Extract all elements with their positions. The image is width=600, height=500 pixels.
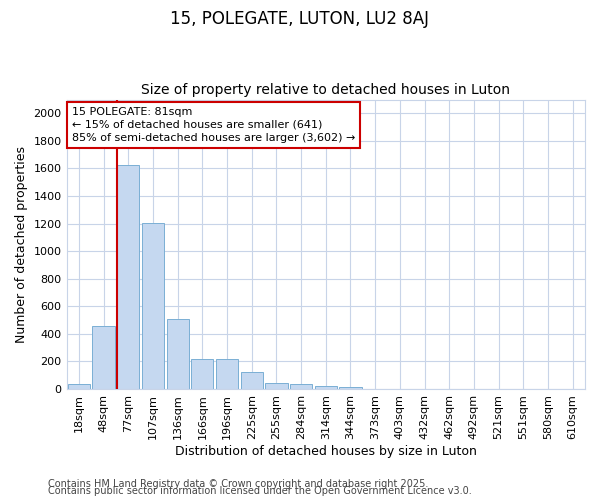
Bar [117,165,139,389]
Bar [314,386,337,389]
Bar [92,326,115,389]
Bar [142,223,164,389]
Bar [241,372,263,389]
Bar [290,384,312,389]
Text: 15, POLEGATE, LUTON, LU2 8AJ: 15, POLEGATE, LUTON, LU2 8AJ [170,10,430,28]
Bar [167,320,189,389]
Text: 15 POLEGATE: 81sqm
← 15% of detached houses are smaller (641)
85% of semi-detach: 15 POLEGATE: 81sqm ← 15% of detached hou… [72,107,355,143]
X-axis label: Distribution of detached houses by size in Luton: Distribution of detached houses by size … [175,444,477,458]
Bar [68,384,90,389]
Bar [265,383,287,389]
Title: Size of property relative to detached houses in Luton: Size of property relative to detached ho… [141,83,510,97]
Y-axis label: Number of detached properties: Number of detached properties [15,146,28,343]
Bar [216,358,238,389]
Text: Contains HM Land Registry data © Crown copyright and database right 2025.: Contains HM Land Registry data © Crown c… [48,479,428,489]
Bar [191,358,214,389]
Bar [340,388,362,389]
Text: Contains public sector information licensed under the Open Government Licence v3: Contains public sector information licen… [48,486,472,496]
